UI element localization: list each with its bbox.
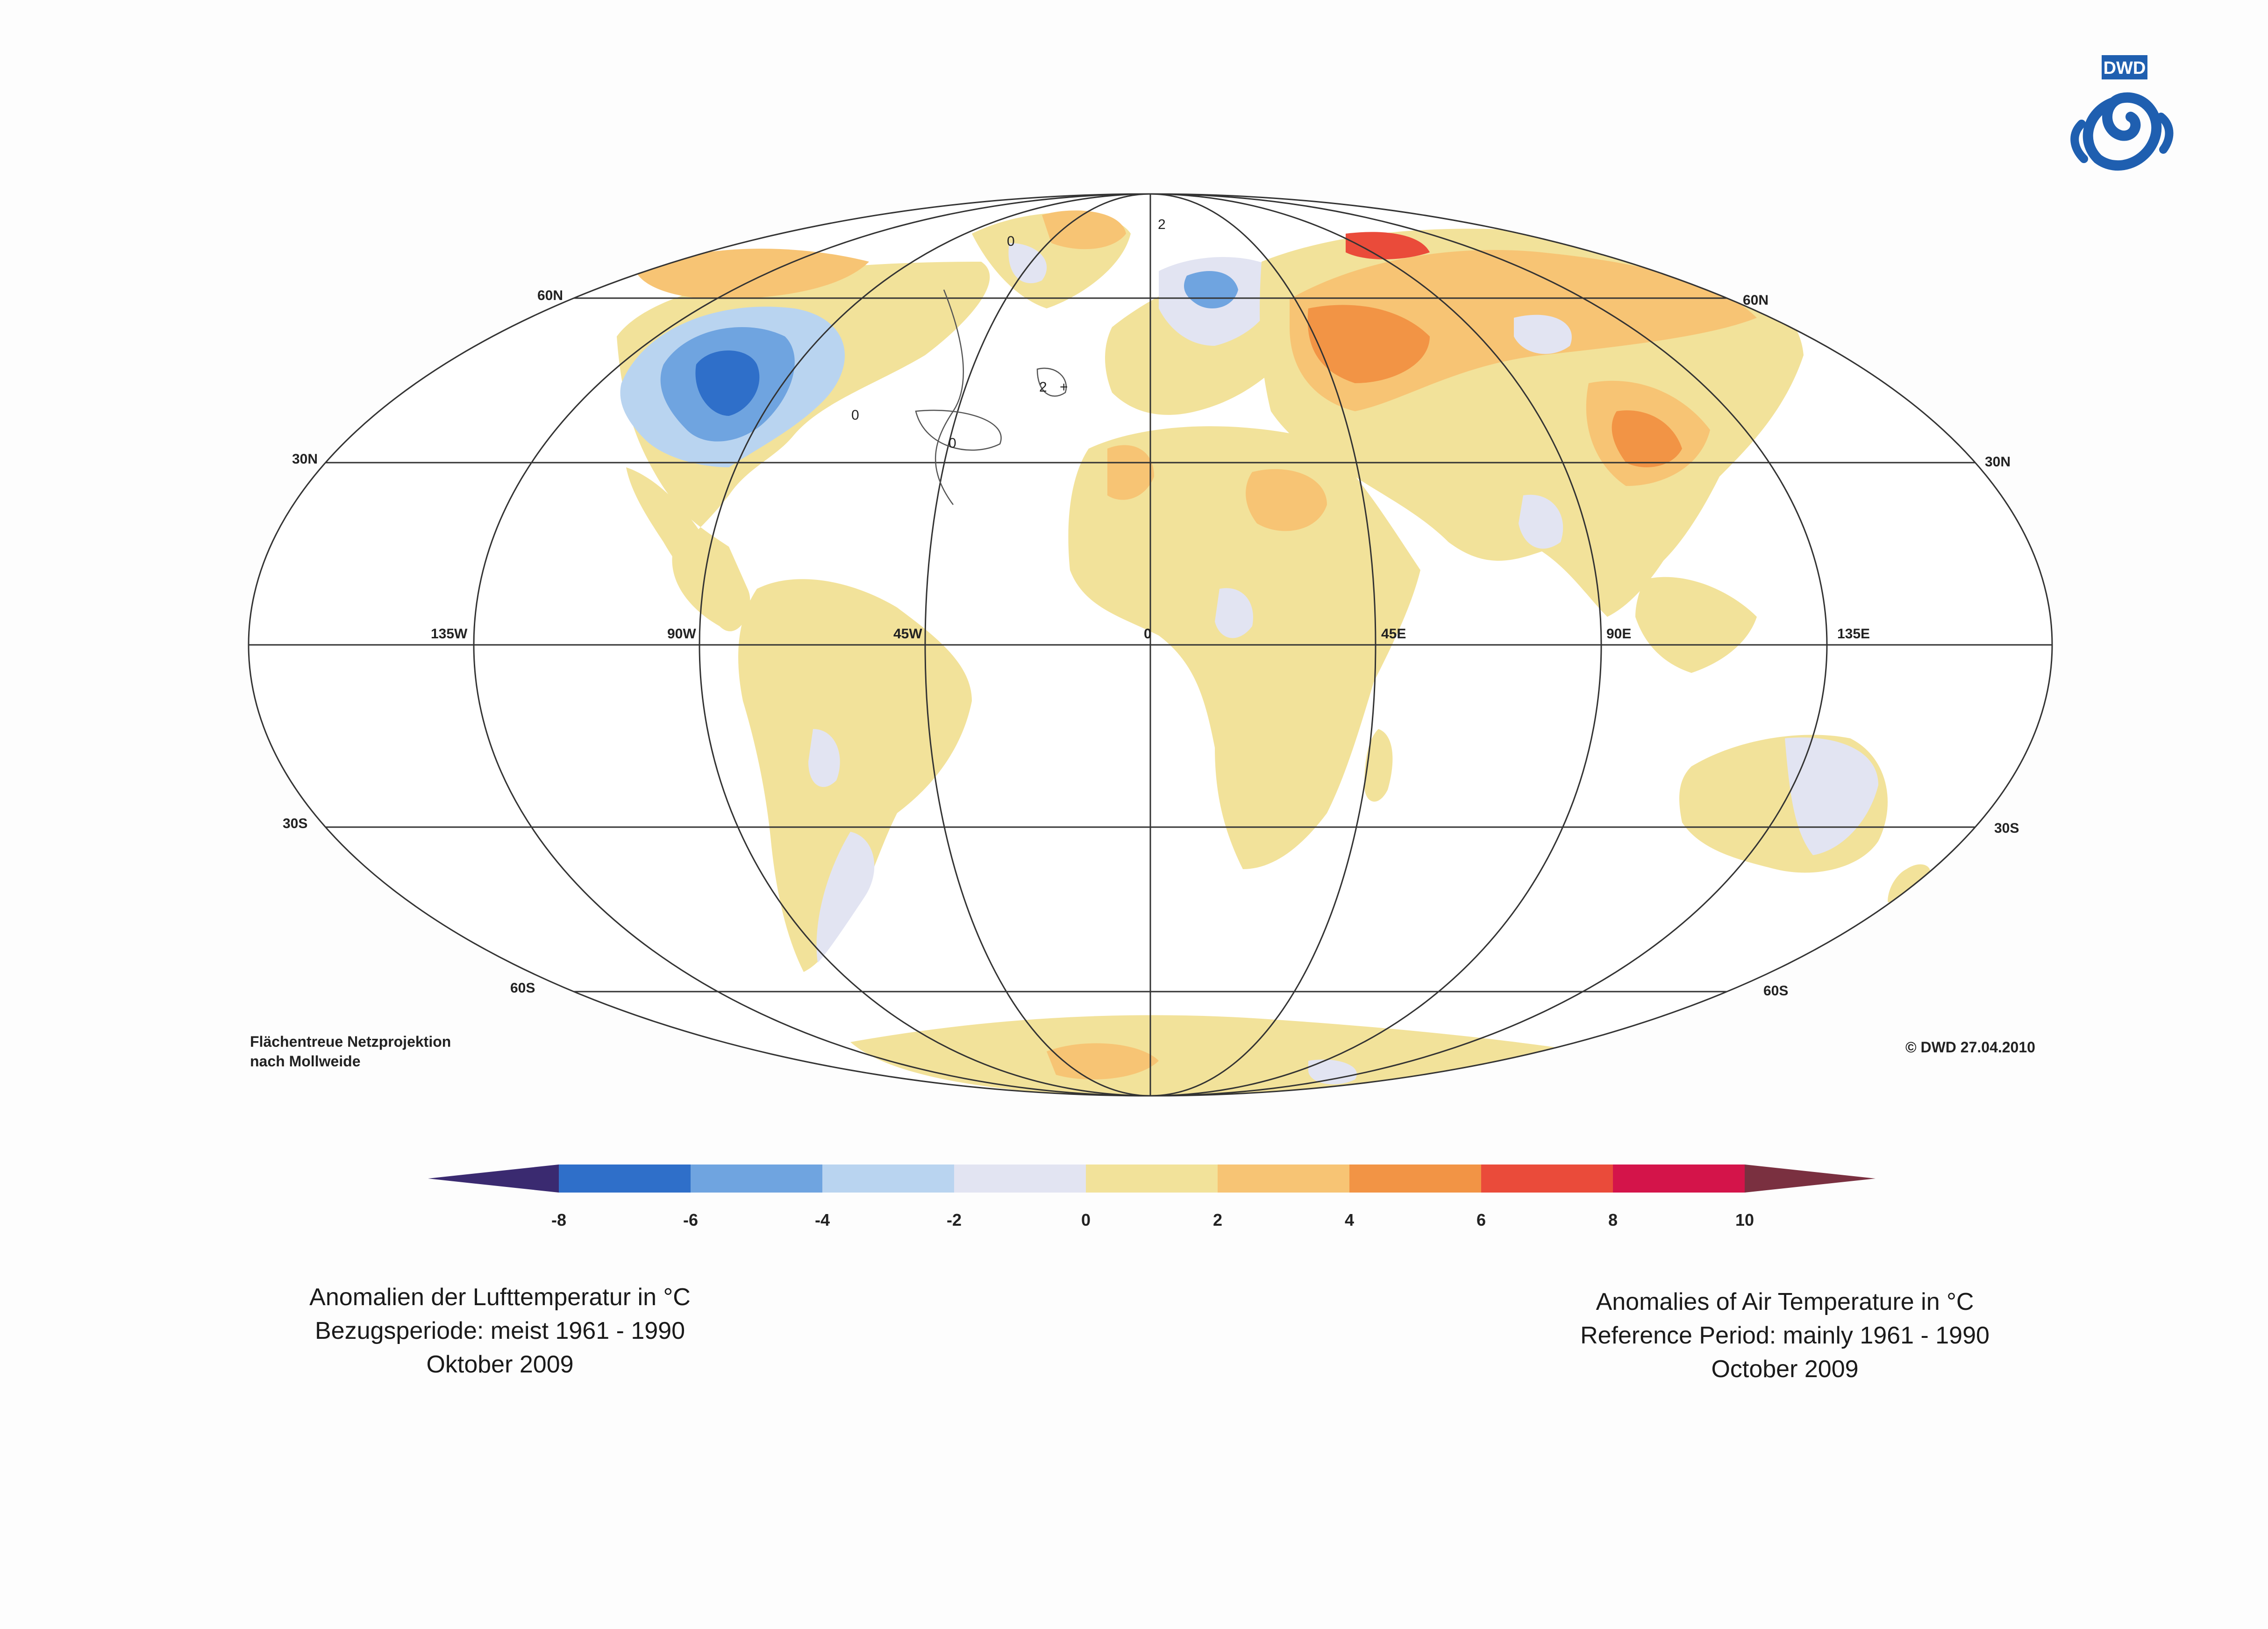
madagascar-landmass <box>1364 729 1393 802</box>
southeast-asia-landmass <box>1635 577 1757 673</box>
lat-label-60s-left: 60S <box>510 980 535 996</box>
caption-german: Anomalien der Lufttemperatur in °C Bezug… <box>243 1280 757 1381</box>
colorbar-tick: 6 <box>1476 1210 1486 1229</box>
projection-note-line: Flächentreue Netzprojektion <box>250 1033 451 1050</box>
lat-label-30s-left: 30S <box>283 816 308 831</box>
copyright: © DWD 27.04.2010 <box>1905 1039 2035 1056</box>
scandinavia-cold-core <box>1184 271 1238 308</box>
colorbar-bin <box>1481 1165 1613 1193</box>
caption-english-title: Anomalies of Air Temperature in °C <box>1596 1288 1974 1315</box>
lat-label-60n-right: 60N <box>1743 293 1769 308</box>
lat-label-60n-left: 60N <box>537 288 563 303</box>
greenland-cool-anomaly <box>1008 243 1047 284</box>
dwd-logo: DWD <box>2070 55 2174 171</box>
colorbar-tick: 2 <box>1212 1210 1223 1229</box>
zero-contours <box>915 289 1067 505</box>
caption-english-date: October 2009 <box>1711 1356 1859 1383</box>
canada-warm-anomaly <box>635 249 869 299</box>
map-outline <box>248 193 2053 1097</box>
contour-label: 0 <box>851 407 859 423</box>
sahara-warm-anomaly <box>1107 445 1154 500</box>
south-america-landmass <box>738 579 972 972</box>
contour-label: 0 <box>949 436 956 451</box>
colorbar-tick: -6 <box>683 1210 699 1229</box>
map-area <box>248 193 2053 1097</box>
greenland-warm-anomaly <box>1042 210 1126 250</box>
colorbar-bin <box>1218 1165 1349 1193</box>
caption-german-date: Oktober 2009 <box>426 1351 574 1378</box>
colorbar-bin <box>559 1165 691 1193</box>
caption-german-title: Anomalien der Lufttemperatur in °C <box>309 1284 691 1311</box>
contour-label: + <box>1060 379 1068 395</box>
lat-label-60s-right: 60S <box>1763 983 1789 999</box>
india-cool-patch <box>1519 494 1563 549</box>
siberia-cool-patch <box>1514 314 1572 354</box>
projection-note: Flächentreue Netzprojektion nach Mollwei… <box>250 1032 451 1071</box>
colorbar-tick: -4 <box>814 1210 830 1229</box>
antarctica-cool-patch <box>1308 1059 1357 1085</box>
lon-label-45w: 45W <box>893 626 922 642</box>
australia-cool-anomaly <box>1785 737 1878 855</box>
colorbar-bin <box>1613 1165 1745 1193</box>
colorbar-extend-low <box>428 1165 559 1193</box>
patagonia-cool-patch <box>816 832 875 963</box>
western-russia-warm-core <box>1307 305 1430 383</box>
lon-label-90e: 90E <box>1606 626 1632 642</box>
lon-label-45e: 45E <box>1381 626 1406 642</box>
colorbar-bin <box>822 1165 954 1193</box>
contour-label: 2 <box>1158 217 1166 232</box>
contour-label: 0 <box>1007 234 1015 249</box>
colorbar-tick: -2 <box>946 1210 962 1229</box>
colorbar-tick: 4 <box>1344 1210 1355 1229</box>
colorbar <box>428 1165 1876 1193</box>
projection-note-line: nach Mollweide <box>250 1053 361 1070</box>
contour-label: 2 <box>1039 379 1047 395</box>
lat-label-30n-right: 30N <box>1985 454 2011 470</box>
lat-label-30n-left: 30N <box>292 451 318 467</box>
egypt-warm-anomaly <box>1246 469 1327 531</box>
colorbar-bin <box>954 1165 1086 1193</box>
caption-german-reference: Bezugsperiode: meist 1961 - 1990 <box>314 1317 685 1344</box>
colorbar-bin <box>691 1165 822 1193</box>
north-america-cold-peak <box>695 350 760 416</box>
caption-english: Anomalies of Air Temperature in °C Refer… <box>1509 1285 2061 1386</box>
colorbar-bin <box>1349 1165 1481 1193</box>
colorbar-bin <box>1086 1165 1218 1193</box>
lon-label-90w: 90W <box>667 626 696 642</box>
colorbar-tick: 0 <box>1081 1210 1091 1229</box>
south-america-cool-patch <box>808 729 840 787</box>
colorbar-tick: 10 <box>1735 1210 1754 1229</box>
africa-landmass <box>1068 426 1420 869</box>
lon-label-0: 0 <box>1144 626 1152 642</box>
arctic-russia-warm-peak <box>1346 232 1430 259</box>
colorbar-tick: -8 <box>551 1210 567 1229</box>
new-zealand-landmass <box>1888 864 1931 903</box>
east-africa-cool-patch <box>1215 588 1253 638</box>
caption-english-reference: Reference Period: mainly 1961 - 1990 <box>1580 1322 1990 1349</box>
china-warm-core <box>1612 410 1682 467</box>
lon-label-135w: 135W <box>431 626 468 642</box>
colorbar-extend-high <box>1745 1165 1876 1193</box>
lat-label-30s-right: 30S <box>1994 821 2019 836</box>
lon-label-135e: 135E <box>1837 626 1870 642</box>
colorbar-tick: 8 <box>1608 1210 1618 1229</box>
dwd-logo-text: DWD <box>2104 58 2146 78</box>
central-america-landmass <box>626 467 757 626</box>
